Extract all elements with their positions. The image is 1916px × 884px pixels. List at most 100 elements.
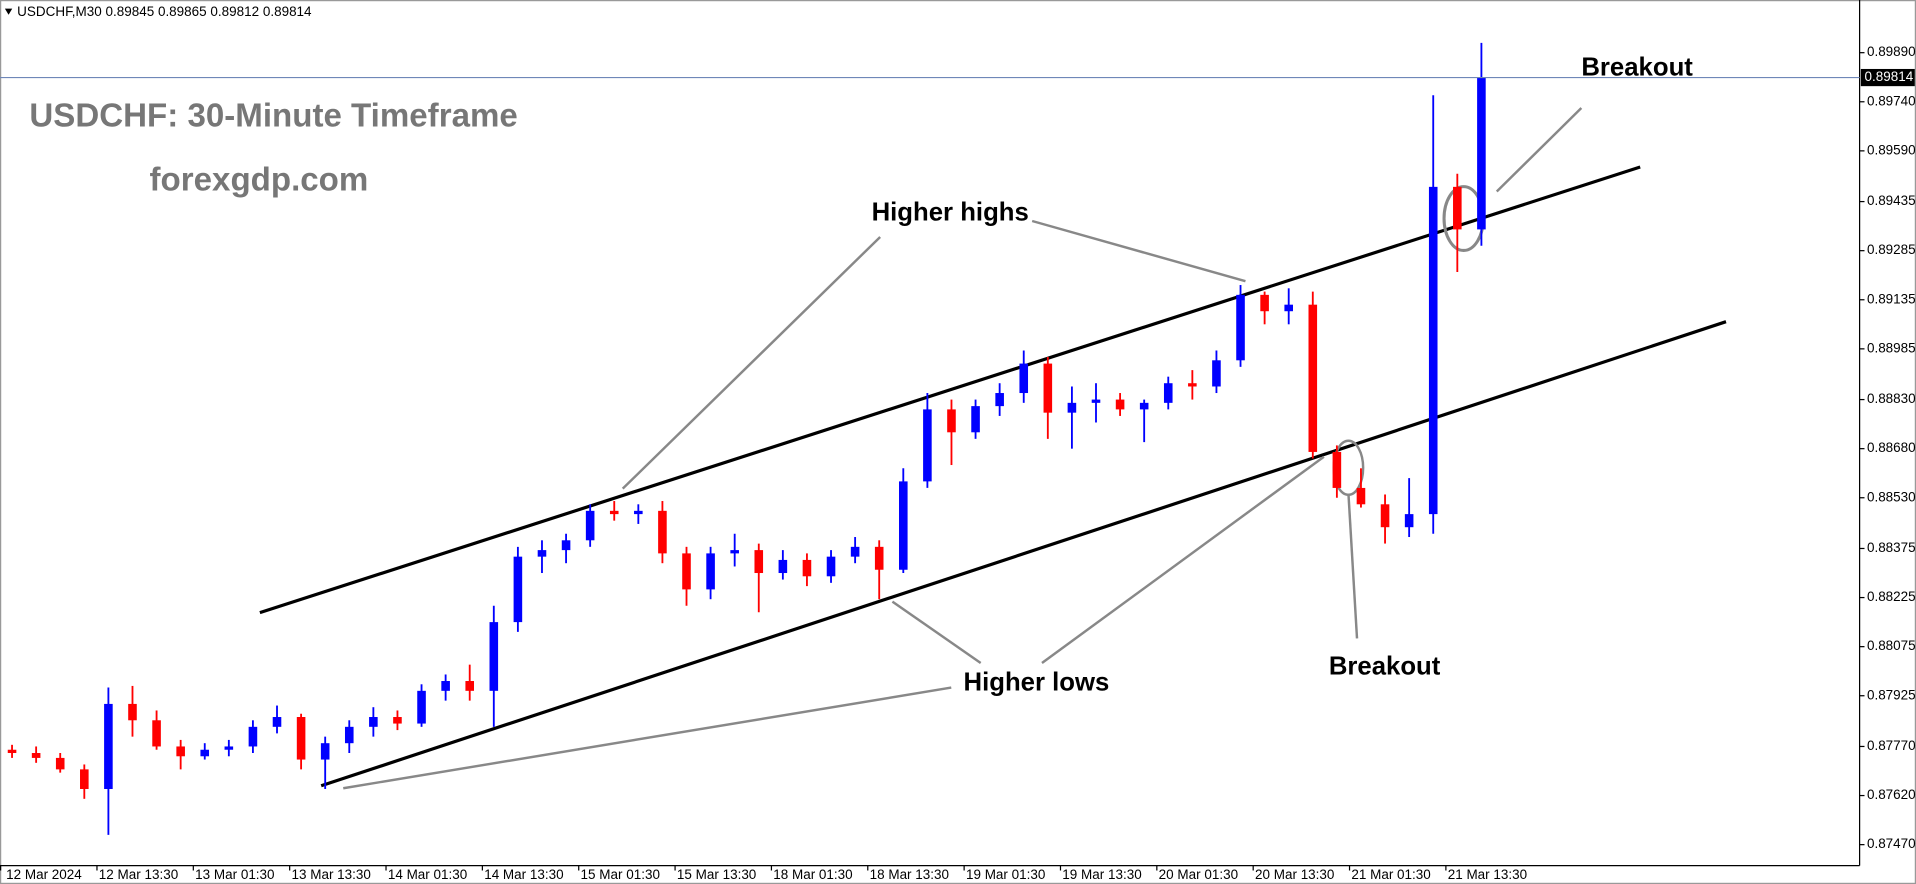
candle-body (706, 553, 715, 590)
candle-body (995, 393, 1004, 407)
x-tick-label: 20 Mar 01:30 (1159, 867, 1238, 882)
candle-body (272, 717, 282, 727)
candle-body (850, 546, 860, 557)
y-tick-label: 0.89135 (1867, 291, 1916, 306)
y-tick-label: 0.88530 (1867, 489, 1916, 504)
header-arrow (4, 8, 13, 15)
pointer (1347, 493, 1359, 639)
candle-body (393, 717, 402, 724)
candle-body (320, 743, 330, 760)
candle-body (104, 703, 113, 790)
candle-body (778, 559, 788, 574)
candle-body (513, 556, 523, 623)
candle-body (369, 717, 378, 727)
x-tick-label: 20 Mar 13:30 (1255, 867, 1334, 882)
candle-body (609, 510, 619, 515)
pointer (621, 236, 882, 490)
candle-body (441, 681, 450, 691)
pointer (343, 686, 952, 790)
last-price-box (1860, 68, 1915, 87)
x-tick-label: 18 Mar 01:30 (773, 867, 852, 882)
y-tick-label: 0.89890 (1867, 44, 1916, 59)
pointer (891, 600, 982, 665)
candle-body (248, 726, 258, 747)
candle-body (1236, 294, 1245, 361)
candle-body (1380, 504, 1390, 528)
candle-body (899, 481, 908, 570)
candle-body (1332, 451, 1342, 488)
candle-body (128, 703, 137, 721)
candle-body (754, 550, 764, 574)
y-tick-label: 0.89590 (1867, 142, 1916, 157)
y-tick-label: 0.88375 (1867, 540, 1916, 555)
x-tick-label: 15 Mar 01:30 (581, 867, 660, 882)
candle-body (1356, 487, 1366, 505)
annotation: Breakout (1581, 54, 1693, 82)
candle-body (1091, 399, 1101, 403)
y-tick-label: 0.87470 (1867, 836, 1916, 851)
candle-body (200, 749, 210, 757)
candle-body (1188, 383, 1197, 387)
candle-body (1139, 402, 1149, 410)
y-tick-label: 0.89435 (1867, 193, 1916, 208)
last-price-label: 0.89814 (1865, 69, 1914, 84)
x-tick-label: 19 Mar 13:30 (1062, 867, 1141, 882)
candle-body (80, 769, 89, 790)
y-tick-label: 0.89740 (1867, 93, 1916, 108)
candle-body (1019, 363, 1029, 394)
candle-body (465, 681, 475, 691)
candle-body (971, 406, 980, 433)
y-tick-label: 0.87770 (1867, 738, 1916, 753)
y-tick-label: 0.88225 (1867, 589, 1916, 604)
x-tick-label: 21 Mar 01:30 (1351, 867, 1430, 882)
candle-body (224, 746, 234, 750)
candle-body (658, 510, 667, 554)
candle-body (874, 546, 884, 570)
candle-body (537, 550, 547, 557)
chart-title: USDCHF: 30-Minute Timeframe (29, 98, 517, 135)
y-tick-label: 0.89285 (1867, 242, 1916, 257)
y-tick-label: 0.87620 (1867, 787, 1916, 802)
annotation: Higher lows (964, 669, 1110, 697)
candle-body (1404, 514, 1414, 528)
y-tick-label: 0.88830 (1867, 391, 1916, 406)
x-tick-label: 18 Mar 13:30 (870, 867, 949, 882)
x-tick-label: 13 Mar 01:30 (195, 867, 274, 882)
x-tick-label: 21 Mar 13:30 (1448, 867, 1527, 882)
x-tick-label: 12 Mar 13:30 (99, 867, 178, 882)
annotation: Higher highs (872, 198, 1029, 226)
candle-body (947, 409, 956, 433)
candle-body (489, 622, 499, 691)
candle-body (296, 717, 306, 760)
candle-body (1477, 77, 1486, 230)
pointer (1495, 107, 1583, 193)
candle-body (1212, 360, 1221, 387)
candle-body (55, 757, 65, 770)
candle-body (561, 540, 571, 551)
candle-body (1284, 304, 1293, 312)
candle-body (634, 510, 643, 515)
upper-channel-line (259, 165, 1641, 615)
candle-body (730, 550, 739, 554)
x-tick-label: 13 Mar 13:30 (292, 867, 371, 882)
candle-body (7, 749, 17, 754)
x-tick-label: 19 Mar 01:30 (966, 867, 1045, 882)
candle-body (585, 510, 595, 541)
candle-body (802, 559, 812, 577)
candle-body (1428, 186, 1438, 515)
candle-body (344, 726, 354, 744)
x-tick-label: 14 Mar 13:30 (484, 867, 563, 882)
pointer (1031, 219, 1246, 283)
annotation: Breakout (1329, 653, 1441, 681)
y-tick-label: 0.88075 (1867, 638, 1916, 653)
candle-body (1043, 363, 1053, 413)
y-tick-label: 0.88680 (1867, 440, 1916, 455)
candle-body (31, 753, 41, 758)
candle-body (826, 556, 836, 577)
y-tick-label: 0.88985 (1867, 340, 1916, 355)
candle-body (1067, 402, 1077, 413)
y-tick-label: 0.87925 (1867, 687, 1916, 702)
candle-body (1308, 304, 1318, 452)
x-tick-label: 12 Mar 2024 (6, 867, 82, 882)
